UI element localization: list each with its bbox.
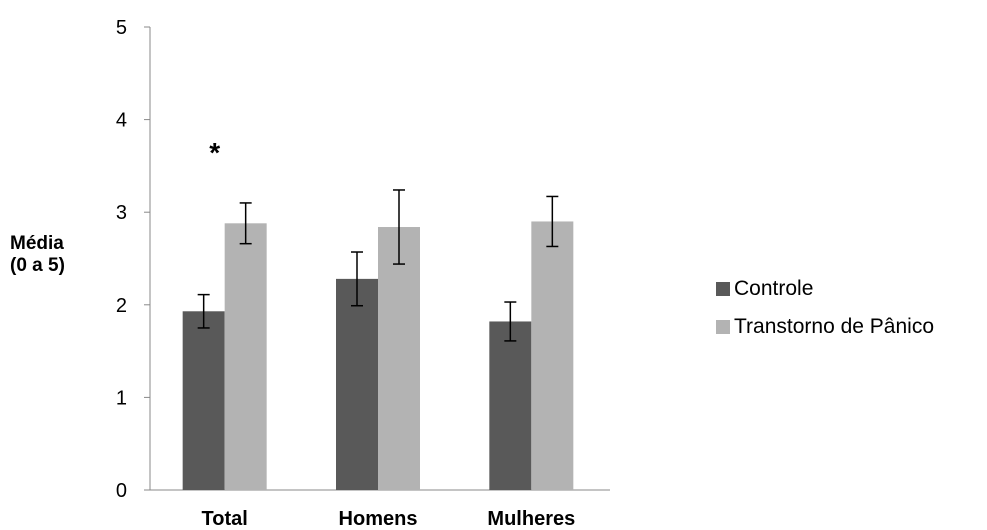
legend-swatch-transtorno xyxy=(716,320,730,334)
y-tick-label: 3 xyxy=(116,202,127,224)
bar xyxy=(182,311,225,490)
bar xyxy=(489,321,532,490)
y-tick-label: 2 xyxy=(116,295,127,317)
y-tick-label: 1 xyxy=(116,387,127,409)
legend-item-controle: Controle xyxy=(716,270,934,308)
legend-label-transtorno: Transtorno de Pânico xyxy=(734,315,935,338)
y-tick-label: 4 xyxy=(116,110,127,132)
y-axis-label: Média (0 a 5) xyxy=(10,233,65,277)
bar xyxy=(336,278,378,490)
legend-item-transtorno: Transtorno de Pânico xyxy=(716,308,934,346)
y-ticks: 0 1 2 3 4 5 xyxy=(116,17,150,502)
bar xyxy=(378,227,420,491)
y-tick-label: 0 xyxy=(116,480,127,502)
y-axis-label-line-1: Média xyxy=(10,233,64,254)
legend-label-controle: Controle xyxy=(734,277,814,300)
x-tick-labels: Total Homens Mulheres xyxy=(202,508,576,530)
legend: Controle Transtorno de Pânico xyxy=(716,270,934,346)
bar xyxy=(224,223,267,490)
error-bars xyxy=(197,189,559,342)
y-axis-label-line-2: (0 a 5) xyxy=(10,255,65,276)
x-tick-label: Total xyxy=(202,508,248,530)
significance-asterisk: * xyxy=(209,137,220,168)
x-tick-label: Homens xyxy=(339,508,418,530)
y-tick-label: 5 xyxy=(116,17,127,39)
bar xyxy=(531,221,574,490)
legend-swatch-controle xyxy=(716,282,730,296)
x-tick-label: Mulheres xyxy=(487,508,575,530)
annotations: * xyxy=(209,137,220,168)
bars xyxy=(182,221,574,491)
